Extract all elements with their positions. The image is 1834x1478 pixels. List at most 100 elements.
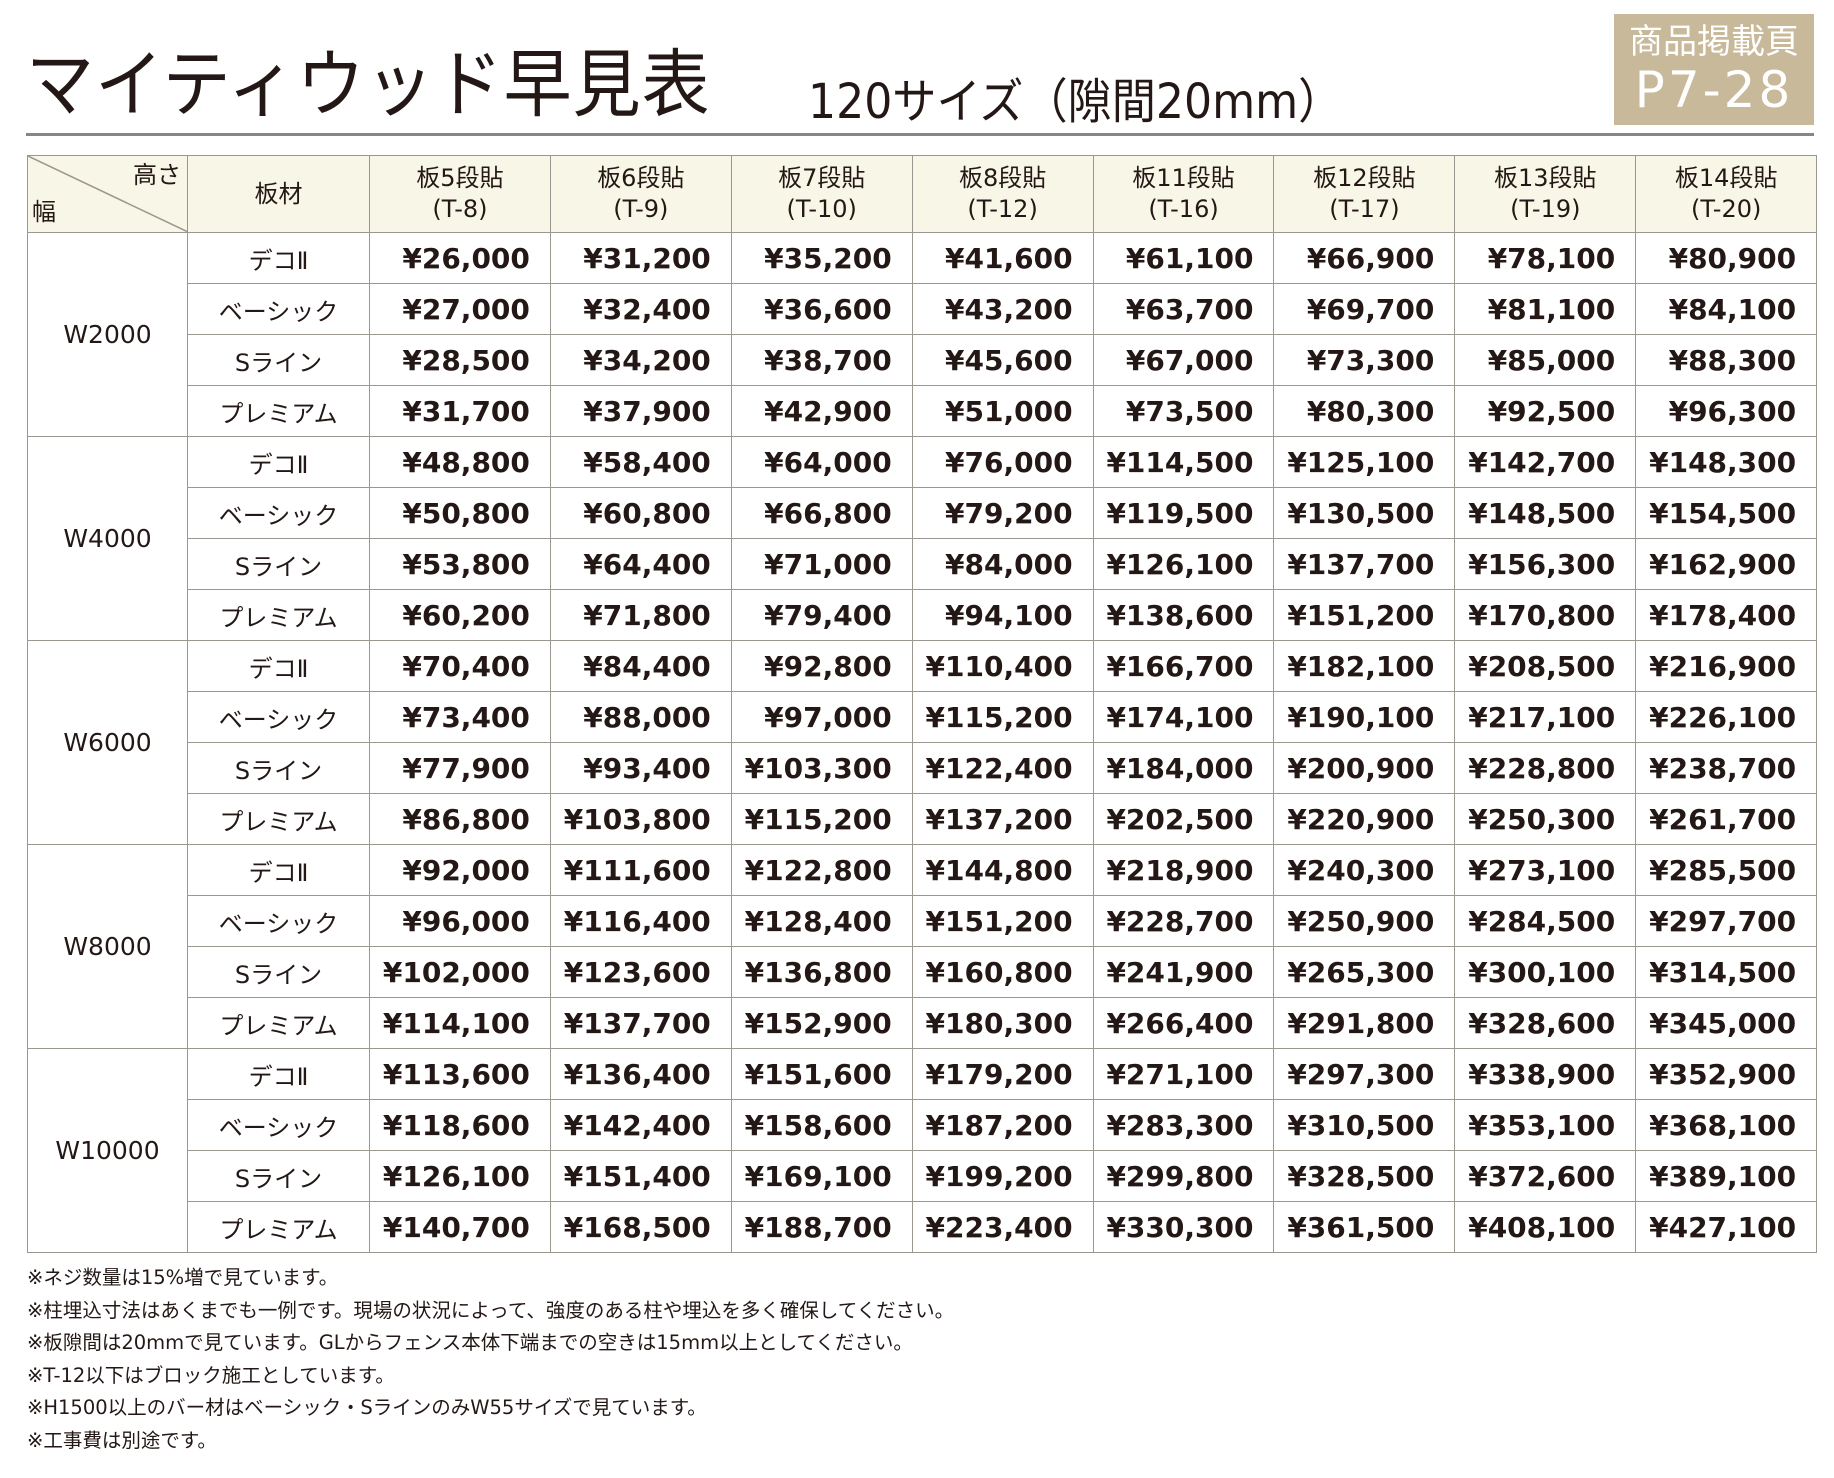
table-row: ベーシック ¥96,000 ¥116,400 ¥128,400 ¥151,200 ¥228… bbox=[28, 895, 1818, 947]
column-label: 板12段貼 bbox=[1313, 164, 1416, 192]
table-row: Sライン ¥102,000 ¥123,600 ¥136,800 ¥160,800 ¥241… bbox=[28, 946, 1818, 998]
price-cell: ¥119,500 bbox=[1092, 487, 1275, 539]
price-table: 高さ 幅 板材 板5段貼 (T-8) 板6段貼 (T-9) 板7段貼 (T-10) 板8段貼… bbox=[27, 155, 1818, 1253]
price-cell: ¥297,300 bbox=[1273, 1048, 1456, 1100]
price-cell: ¥32,400 bbox=[549, 283, 732, 335]
table-row: プレミアム ¥31,700 ¥37,900 ¥42,900 ¥51,000 ¥73,500… bbox=[28, 385, 1818, 437]
notes: ※ネジ数量は15%増で見ています。 ※柱埋込寸法はあくまでも一例です。現場の状況に… bbox=[27, 1262, 954, 1457]
column-label: 板13段貼 bbox=[1494, 164, 1597, 192]
price-cell: ¥187,200 bbox=[911, 1099, 1094, 1151]
price-cell: ¥148,300 bbox=[1635, 436, 1818, 488]
material-cell: プレミアム bbox=[187, 793, 370, 845]
price-cell: ¥73,300 bbox=[1273, 334, 1456, 386]
price-cell: ¥73,500 bbox=[1092, 385, 1275, 437]
material-header: 板材 bbox=[187, 155, 370, 233]
price-cell: ¥168,500 bbox=[549, 1201, 732, 1253]
width-cell: W10000 bbox=[27, 1048, 188, 1253]
material-cell: ベーシック bbox=[187, 283, 370, 335]
price-cell: ¥38,700 bbox=[730, 334, 913, 386]
price-cell: ¥310,500 bbox=[1273, 1099, 1456, 1151]
column-code: (T-9) bbox=[613, 195, 669, 223]
price-cell: ¥137,700 bbox=[1273, 538, 1456, 590]
price-cell: ¥174,100 bbox=[1092, 691, 1275, 743]
price-cell: ¥156,300 bbox=[1454, 538, 1637, 590]
table-row: ベーシック ¥73,400 ¥88,000 ¥97,000 ¥115,200 ¥174,1… bbox=[28, 691, 1818, 743]
price-cell: ¥85,000 bbox=[1454, 334, 1637, 386]
price-cell: ¥368,100 bbox=[1635, 1099, 1818, 1151]
price-cell: ¥273,100 bbox=[1454, 844, 1637, 896]
price-cell: ¥353,100 bbox=[1454, 1099, 1637, 1151]
price-cell: ¥118,600 bbox=[369, 1099, 551, 1151]
price-cell: ¥51,000 bbox=[911, 385, 1094, 437]
price-cell: ¥136,400 bbox=[549, 1048, 732, 1100]
price-cell: ¥94,100 bbox=[911, 589, 1094, 641]
price-cell: ¥330,300 bbox=[1092, 1201, 1275, 1253]
price-cell: ¥151,200 bbox=[1273, 589, 1456, 641]
price-cell: ¥102,000 bbox=[369, 946, 551, 998]
price-cell: ¥142,700 bbox=[1454, 436, 1637, 488]
price-cell: ¥103,800 bbox=[549, 793, 732, 845]
table-row: W2000 デコⅡ ¥26,000 ¥31,200 ¥35,200 ¥41,600 ¥61,… bbox=[27, 232, 1818, 437]
table-row: W10000 デコⅡ ¥113,600 ¥136,400 ¥151,600 ¥179,20… bbox=[27, 1048, 1818, 1253]
price-cell: ¥142,400 bbox=[549, 1099, 732, 1151]
price-cell: ¥218,900 bbox=[1092, 844, 1275, 896]
price-cell: ¥240,300 bbox=[1273, 844, 1456, 896]
price-cell: ¥338,900 bbox=[1454, 1048, 1637, 1100]
width-cell: W4000 bbox=[27, 436, 188, 641]
price-cell: ¥67,000 bbox=[1092, 334, 1275, 386]
price-cell: ¥220,900 bbox=[1273, 793, 1456, 845]
column-code: (T-19) bbox=[1510, 195, 1581, 223]
price-cell: ¥35,200 bbox=[730, 232, 913, 284]
column-code: (T-12) bbox=[967, 195, 1038, 223]
column-header: 板12段貼 (T-17) bbox=[1273, 155, 1456, 233]
price-cell: ¥136,800 bbox=[730, 946, 913, 998]
price-cell: ¥160,800 bbox=[911, 946, 1094, 998]
price-cell: ¥84,100 bbox=[1635, 283, 1818, 335]
column-label: 板11段貼 bbox=[1132, 164, 1235, 192]
column-header: 板5段貼 (T-8) bbox=[369, 155, 551, 233]
price-cell: ¥328,600 bbox=[1454, 997, 1637, 1049]
column-code: (T-10) bbox=[786, 195, 857, 223]
price-cell: ¥92,800 bbox=[730, 640, 913, 692]
price-cell: ¥140,700 bbox=[369, 1201, 551, 1253]
price-cell: ¥180,300 bbox=[911, 997, 1094, 1049]
table-row: W8000 デコⅡ ¥92,000 ¥111,600 ¥122,800 ¥144,800 ¥… bbox=[27, 844, 1818, 1049]
column-code: (T-20) bbox=[1690, 195, 1762, 223]
width-cell: W8000 bbox=[27, 844, 188, 1049]
price-cell: ¥291,800 bbox=[1273, 997, 1456, 1049]
column-header: 板14段貼 (T-20) bbox=[1635, 155, 1818, 233]
price-cell: ¥81,100 bbox=[1454, 283, 1637, 335]
price-cell: ¥154,500 bbox=[1635, 487, 1818, 539]
corner-cell: 高さ 幅 bbox=[27, 155, 188, 233]
price-cell: ¥93,400 bbox=[549, 742, 732, 794]
price-cell: ¥26,000 bbox=[369, 232, 551, 284]
price-cell: ¥37,900 bbox=[549, 385, 732, 437]
material-cell: ベーシック bbox=[187, 487, 370, 539]
price-cell: ¥202,500 bbox=[1092, 793, 1275, 845]
material-cell: プレミアム bbox=[187, 385, 370, 437]
price-cell: ¥58,400 bbox=[549, 436, 732, 488]
price-cell: ¥216,900 bbox=[1635, 640, 1818, 692]
price-cell: ¥285,500 bbox=[1635, 844, 1818, 896]
material-cell: デコⅡ bbox=[187, 232, 370, 284]
price-cell: ¥71,000 bbox=[730, 538, 913, 590]
column-code: (T-16) bbox=[1148, 195, 1219, 223]
width-label: 幅 bbox=[32, 198, 56, 226]
column-header: 板13段貼 (T-19) bbox=[1454, 155, 1637, 233]
price-cell: ¥284,500 bbox=[1454, 895, 1637, 947]
material-cell: デコⅡ bbox=[187, 844, 370, 896]
price-cell: ¥238,700 bbox=[1635, 742, 1818, 794]
price-cell: ¥41,600 bbox=[911, 232, 1094, 284]
price-cell: ¥151,400 bbox=[549, 1150, 732, 1202]
price-cell: ¥48,800 bbox=[369, 436, 551, 488]
price-cell: ¥190,100 bbox=[1273, 691, 1456, 743]
price-cell: ¥184,000 bbox=[1092, 742, 1275, 794]
material-cell: Sライン bbox=[187, 742, 370, 794]
price-cell: ¥114,100 bbox=[369, 997, 551, 1049]
table-row: Sライン ¥28,500 ¥34,200 ¥38,700 ¥45,600 ¥67,000 ¥… bbox=[28, 334, 1818, 386]
column-code: (T-17) bbox=[1329, 195, 1400, 223]
price-cell: ¥123,600 bbox=[549, 946, 732, 998]
price-cell: ¥372,600 bbox=[1454, 1150, 1637, 1202]
price-cell: ¥66,800 bbox=[730, 487, 913, 539]
price-cell: ¥79,200 bbox=[911, 487, 1094, 539]
